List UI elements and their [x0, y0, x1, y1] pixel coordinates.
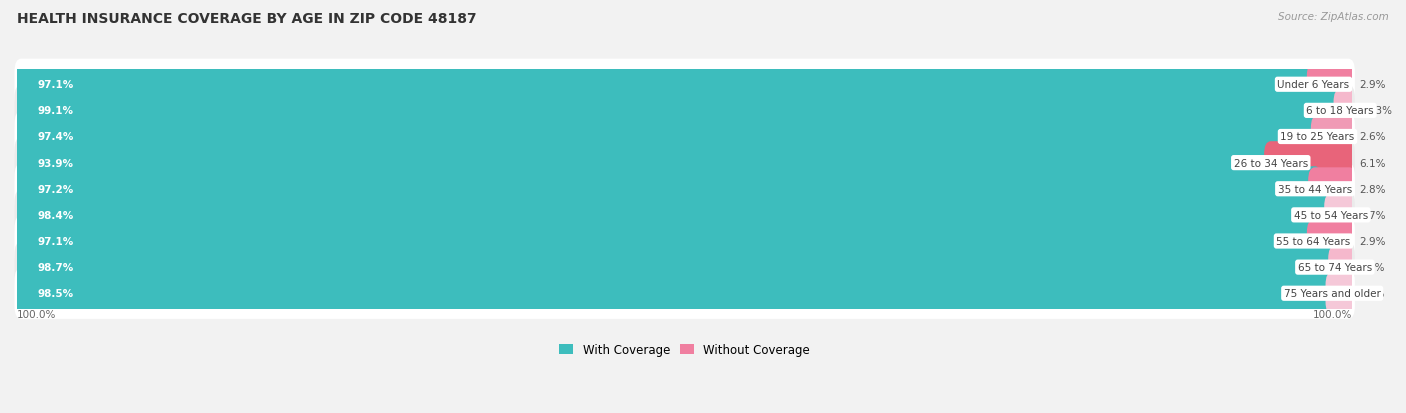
Text: Source: ZipAtlas.com: Source: ZipAtlas.com: [1278, 12, 1389, 22]
FancyBboxPatch shape: [14, 242, 1355, 293]
Text: 98.7%: 98.7%: [37, 263, 73, 273]
Text: 26 to 34 Years: 26 to 34 Years: [1233, 158, 1308, 168]
FancyBboxPatch shape: [14, 59, 1355, 111]
Text: 35 to 44 Years: 35 to 44 Years: [1278, 184, 1353, 194]
FancyBboxPatch shape: [14, 271, 1339, 316]
FancyBboxPatch shape: [14, 190, 1355, 241]
FancyBboxPatch shape: [14, 89, 1347, 133]
FancyBboxPatch shape: [1329, 246, 1357, 289]
FancyBboxPatch shape: [14, 193, 1337, 238]
FancyBboxPatch shape: [1310, 116, 1357, 159]
Text: 97.1%: 97.1%: [37, 80, 73, 90]
Text: HEALTH INSURANCE COVERAGE BY AGE IN ZIP CODE 48187: HEALTH INSURANCE COVERAGE BY AGE IN ZIP …: [17, 12, 477, 26]
FancyBboxPatch shape: [1333, 90, 1357, 133]
FancyBboxPatch shape: [14, 141, 1278, 185]
FancyBboxPatch shape: [1264, 142, 1357, 185]
FancyBboxPatch shape: [1306, 64, 1357, 107]
Text: 97.1%: 97.1%: [37, 236, 73, 247]
Text: 98.4%: 98.4%: [37, 210, 73, 221]
FancyBboxPatch shape: [14, 219, 1320, 264]
FancyBboxPatch shape: [1308, 168, 1357, 211]
Text: 100.0%: 100.0%: [17, 310, 56, 320]
Text: 2.8%: 2.8%: [1360, 184, 1385, 194]
Text: 100.0%: 100.0%: [1313, 310, 1353, 320]
Text: 1.7%: 1.7%: [1360, 210, 1386, 221]
Text: 65 to 74 Years: 65 to 74 Years: [1298, 263, 1372, 273]
Text: 2.9%: 2.9%: [1360, 80, 1385, 90]
FancyBboxPatch shape: [14, 268, 1355, 319]
FancyBboxPatch shape: [1324, 194, 1358, 237]
FancyBboxPatch shape: [14, 245, 1341, 290]
Text: Under 6 Years: Under 6 Years: [1278, 80, 1350, 90]
FancyBboxPatch shape: [14, 63, 1320, 107]
Text: 99.1%: 99.1%: [37, 106, 73, 116]
FancyBboxPatch shape: [1326, 272, 1357, 315]
Text: 97.4%: 97.4%: [37, 132, 73, 142]
Text: 1.5%: 1.5%: [1360, 289, 1385, 299]
Legend: With Coverage, Without Coverage: With Coverage, Without Coverage: [560, 343, 810, 356]
Text: 45 to 54 Years: 45 to 54 Years: [1294, 210, 1368, 221]
Text: 19 to 25 Years: 19 to 25 Years: [1281, 132, 1354, 142]
FancyBboxPatch shape: [14, 85, 1355, 137]
Text: 93.9%: 93.9%: [37, 158, 73, 168]
FancyBboxPatch shape: [1306, 220, 1357, 263]
FancyBboxPatch shape: [14, 167, 1322, 212]
FancyBboxPatch shape: [14, 164, 1355, 215]
Text: 2.9%: 2.9%: [1360, 236, 1385, 247]
Text: 75 Years and older: 75 Years and older: [1284, 289, 1381, 299]
Text: 97.2%: 97.2%: [37, 184, 73, 194]
FancyBboxPatch shape: [14, 115, 1324, 159]
Text: 2.6%: 2.6%: [1360, 132, 1385, 142]
Text: 1.3%: 1.3%: [1360, 263, 1385, 273]
Text: 6 to 18 Years: 6 to 18 Years: [1306, 106, 1374, 116]
FancyBboxPatch shape: [14, 216, 1355, 267]
Text: 98.5%: 98.5%: [37, 289, 73, 299]
Text: 6.1%: 6.1%: [1360, 158, 1385, 168]
Text: 0.93%: 0.93%: [1360, 106, 1392, 116]
FancyBboxPatch shape: [14, 138, 1355, 189]
FancyBboxPatch shape: [14, 112, 1355, 163]
Text: 55 to 64 Years: 55 to 64 Years: [1277, 236, 1351, 247]
